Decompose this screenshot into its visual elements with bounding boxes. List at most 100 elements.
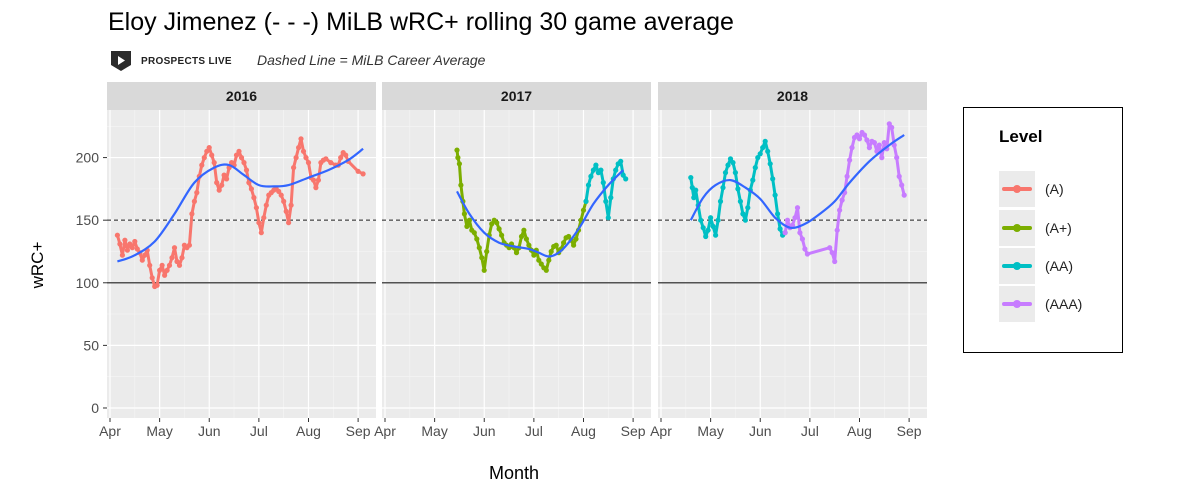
data-point-aaa [899,182,905,188]
panel-background [658,110,927,418]
data-point-a [248,186,254,192]
data-point-a [313,185,319,191]
panel-background [382,110,651,418]
data-point-a [147,262,153,268]
data-point-a-plus [553,242,559,248]
legend-title: Level [999,127,1043,146]
data-point-aa [600,180,606,186]
data-point-aa [618,158,624,164]
data-point-a [154,282,160,288]
facet-strip-label: 2017 [501,88,532,104]
data-point-aa [693,187,699,193]
smooth-trend-line [689,134,905,230]
data-point-aa [715,217,721,223]
smooth-trend-line [456,169,624,258]
data-point-aaa [861,132,868,138]
data-point-a-plus [518,233,525,240]
data-point-a [343,152,349,158]
data-point-aaa [849,145,855,151]
data-point-a-plus [471,230,477,236]
x-tick-label: Sep [621,423,646,439]
y-tick-label: 100 [76,275,100,291]
legend-label-aa: (AA) [1045,258,1073,274]
data-point-aa [603,198,609,204]
data-point-a [159,262,165,268]
data-point-aa [620,172,626,178]
data-point-a [246,180,252,186]
data-point-aa [585,182,592,188]
data-point-a [219,182,225,188]
data-point-aaa [792,215,798,221]
data-point-a [291,165,297,171]
data-point-a [300,148,307,154]
data-point-a [189,211,195,217]
data-point-a [283,208,289,214]
data-point-a [241,160,247,166]
data-point-aa [608,195,614,201]
data-point-aa [735,186,741,192]
data-point-a [199,162,205,168]
data-point-aaa [886,121,892,127]
data-point-aaa [804,251,811,257]
data-point-aaa [789,222,796,228]
data-point-a [201,155,207,161]
data-point-aa [717,198,724,204]
data-point-a-plus [479,255,485,261]
data-point-a-plus [573,236,579,242]
data-point-aa [605,215,611,221]
data-point-a [124,247,130,253]
data-point-a [221,172,227,178]
data-point-a [263,202,269,208]
data-point-a [149,275,155,281]
data-point-a [191,198,197,204]
data-point-a [251,195,257,201]
data-point-aa [691,195,697,201]
data-point-a [236,148,242,154]
x-tick-label: Aug [847,423,872,439]
data-point-a [134,246,140,252]
x-tick-label: Apr [374,423,396,439]
data-point-a-plus [484,248,490,255]
data-point-a-plus [543,267,549,273]
y-tick-label: 150 [76,212,100,228]
data-point-a-plus [536,257,542,263]
play-shield-icon [111,51,131,71]
data-point-a [119,252,125,258]
data-point-aa [770,176,776,182]
data-point-a [310,177,317,183]
data-point-aa [750,177,756,183]
data-point-a [206,145,212,151]
data-point-aa [698,217,704,223]
data-point-a-plus [521,227,527,233]
data-point-a [132,238,138,245]
data-point-aaa [901,192,907,198]
data-point-a [288,202,294,208]
data-point-a [117,241,123,247]
chart-title: Eloy Jimenez (- - -) MiLB wRC+ rolling 3… [108,8,734,36]
facet-strip [658,82,927,110]
data-point-a-plus [481,267,487,273]
data-point-a-plus [474,236,480,242]
data-point-a [243,167,250,173]
data-point-aa [762,138,768,144]
data-point-aaa [854,132,860,138]
data-point-a [261,215,267,221]
data-point-a [216,187,222,193]
data-point-a-plus [513,250,520,256]
data-point-aaa [797,230,803,236]
data-point-a-plus [489,221,495,227]
data-point-aa [757,151,763,157]
data-point-a [166,262,173,268]
data-point-a-plus [526,242,532,248]
data-point-a-plus [546,257,552,263]
data-point-a-plus [476,245,482,251]
data-point-aaa [894,155,900,161]
data-point-a [209,152,215,158]
data-point-aa [623,176,629,182]
data-point-a [127,241,133,247]
data-point-a [338,155,344,161]
data-point-a [176,262,183,268]
facet-strip-label: 2018 [777,88,808,104]
facet-panel-2017: 2017 Apr May Jun Jul Aug Sep [374,82,651,439]
data-point-aaa [844,173,850,179]
